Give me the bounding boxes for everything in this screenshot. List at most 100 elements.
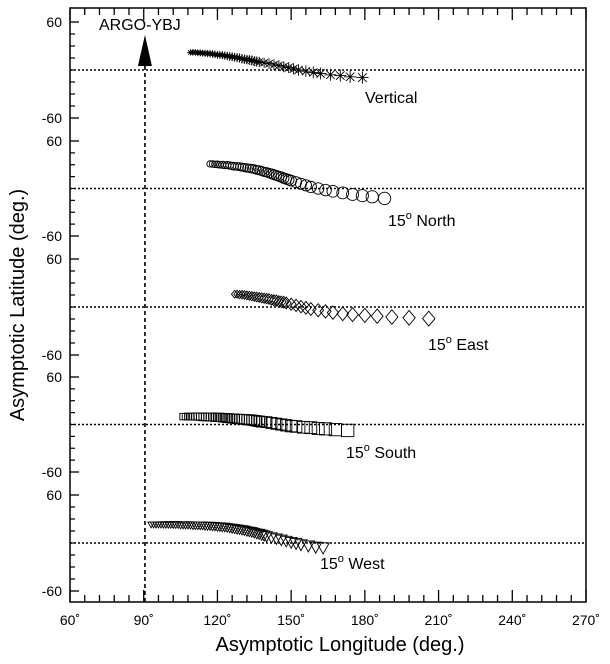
data-point — [240, 290, 249, 300]
data-point — [279, 535, 293, 548]
data-point — [181, 412, 190, 421]
data-point — [260, 531, 274, 543]
data-point — [255, 529, 268, 542]
data-point — [319, 304, 332, 319]
degree-superscript: o — [446, 334, 452, 346]
data-point — [270, 417, 283, 430]
data-point — [193, 412, 202, 421]
data-point — [326, 184, 340, 198]
data-point — [304, 180, 317, 194]
data-point — [275, 171, 287, 183]
series-label-main: 15 — [346, 445, 364, 462]
data-point — [265, 417, 278, 429]
x-tick-label: 90˚ — [134, 612, 154, 628]
data-point — [275, 295, 287, 309]
data-point — [336, 306, 350, 322]
data-point — [188, 412, 197, 421]
data-point — [248, 527, 261, 539]
data-point — [274, 534, 288, 547]
data-point — [230, 289, 239, 299]
x-tick-label: 270˚ — [572, 612, 600, 628]
y-axis-title: Asymptotic Latitude (deg.) — [7, 189, 29, 421]
series-label: Vertical — [365, 90, 417, 107]
series-circle — [206, 160, 392, 206]
data-point — [260, 416, 273, 428]
plot-frame — [69, 7, 587, 603]
data-point — [316, 542, 331, 555]
data-point — [421, 310, 436, 327]
data-point — [184, 412, 192, 421]
data-point — [273, 60, 285, 72]
data-point — [314, 67, 327, 80]
y-tick-label: 60 — [46, 133, 62, 149]
x-tick-label: 120˚ — [203, 612, 231, 628]
data-point — [356, 71, 369, 84]
data-point — [289, 420, 303, 433]
data-point — [290, 298, 302, 313]
degree-superscript: o — [406, 210, 412, 222]
data-point — [186, 412, 195, 421]
data-point — [258, 57, 270, 69]
series-label-direction: East — [452, 337, 489, 354]
data-point — [179, 412, 187, 421]
station-marker: ARGO-YBJ — [99, 17, 181, 602]
y-tick-label: -60 — [42, 228, 62, 244]
data-point — [196, 412, 205, 421]
data-point — [289, 538, 303, 551]
y-tick-label: 60 — [46, 369, 62, 385]
data-point — [355, 189, 369, 203]
data-point — [245, 527, 258, 539]
data-point — [300, 300, 312, 315]
series-label-direction: North — [412, 213, 456, 230]
y-tick-label: 60 — [46, 251, 62, 267]
data-point — [311, 182, 325, 195]
data-point — [385, 309, 399, 325]
degree-superscript: o — [364, 442, 370, 454]
data-point — [257, 530, 271, 542]
data-point — [198, 412, 207, 422]
data-series — [147, 49, 436, 555]
series-label: 15o South — [346, 442, 416, 462]
series-label-direction: South — [370, 445, 416, 462]
series-diamond — [230, 289, 436, 327]
x-axis-title: Asymptotic Longitude (deg.) — [215, 634, 464, 656]
data-point — [370, 308, 384, 325]
data-point — [295, 299, 307, 314]
data-point — [235, 289, 244, 300]
data-point — [292, 64, 305, 76]
series-label-main: 15 — [320, 556, 338, 573]
series-label-main: Vertical — [365, 90, 417, 107]
x-tick-label: 180˚ — [351, 612, 379, 628]
series-label: 15o North — [388, 210, 456, 230]
data-point — [280, 419, 293, 432]
data-point — [211, 160, 219, 169]
x-tick-label: 60˚ — [60, 612, 80, 628]
data-point — [275, 418, 288, 431]
series-asterisk — [187, 49, 369, 84]
data-point — [377, 191, 392, 206]
series-label: 15o East — [428, 334, 489, 354]
data-point — [278, 61, 290, 73]
data-point — [191, 412, 200, 421]
data-point — [205, 412, 215, 422]
data-point — [334, 69, 347, 82]
y-tick-label: 60 — [46, 487, 62, 503]
data-point — [402, 309, 416, 326]
data-point — [206, 160, 214, 168]
data-point — [254, 56, 265, 68]
data-point — [263, 58, 275, 69]
data-point — [319, 422, 333, 436]
data-point — [264, 532, 278, 545]
data-point — [287, 63, 300, 75]
series-square — [179, 412, 355, 438]
x-tick-label: 150˚ — [277, 612, 305, 628]
data-point — [346, 306, 359, 323]
data-point — [246, 55, 257, 66]
x-tick-label: 210˚ — [425, 612, 453, 628]
data-point — [273, 295, 285, 308]
data-point — [319, 183, 332, 197]
y-tick-label: 60 — [46, 14, 62, 30]
data-point — [336, 186, 350, 200]
